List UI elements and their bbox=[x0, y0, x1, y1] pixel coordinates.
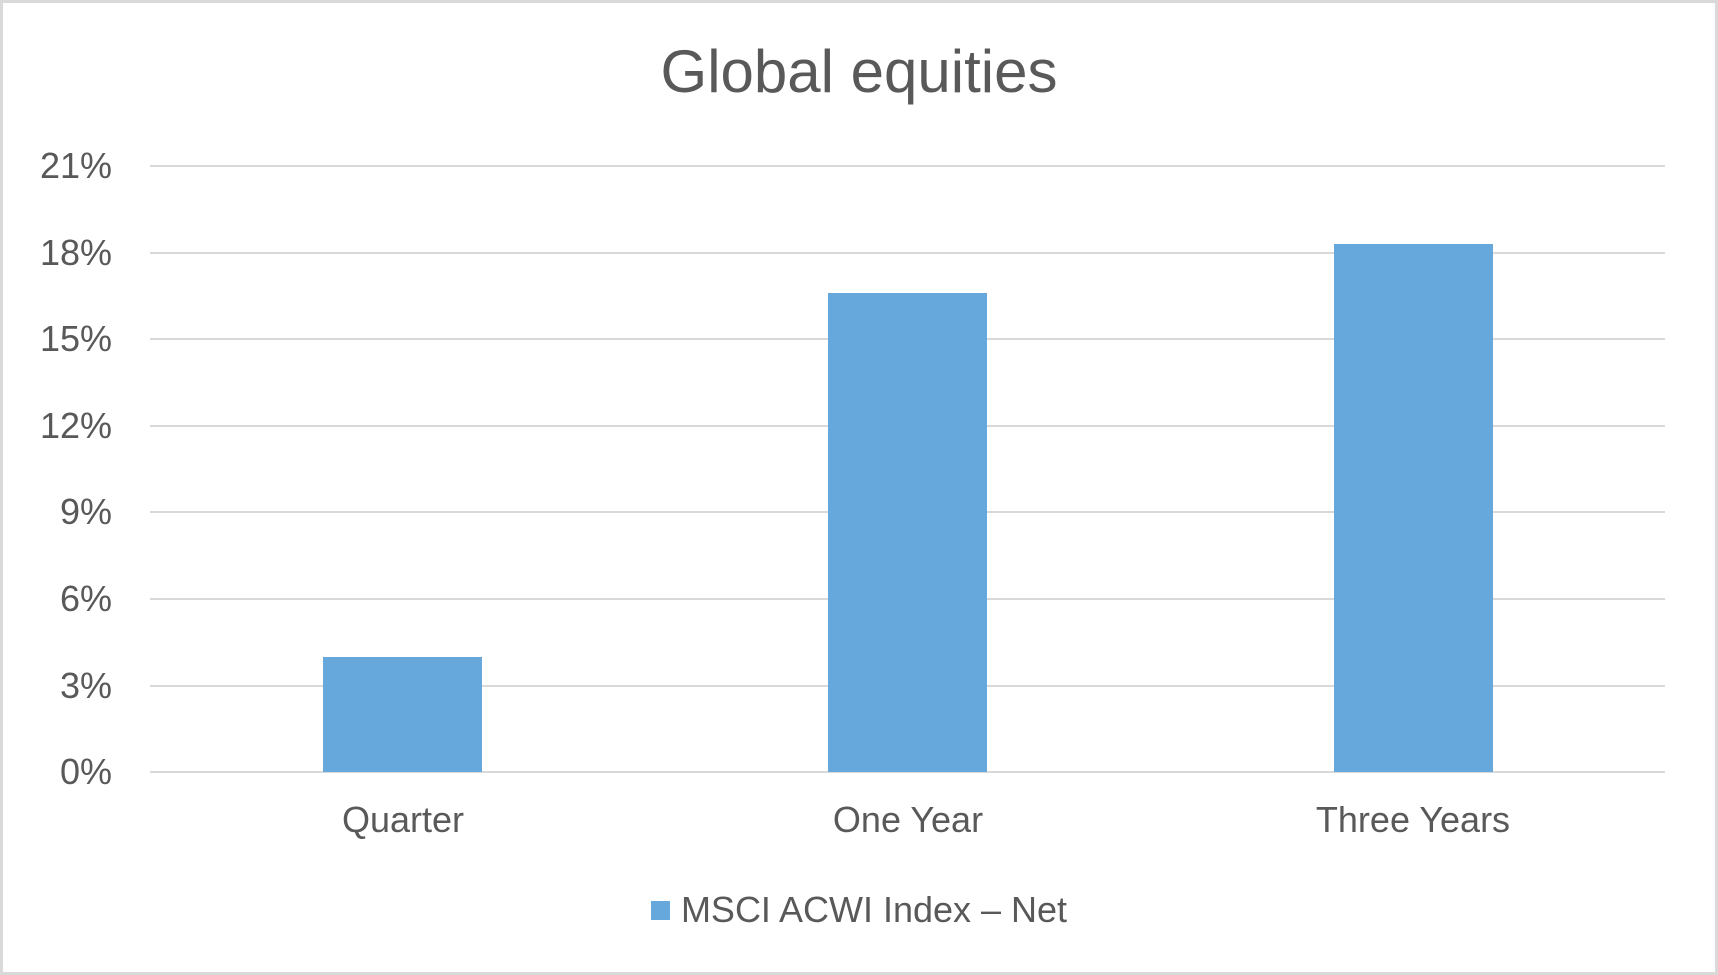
y-tick-label: 9% bbox=[59, 491, 112, 532]
x-tick-label: Three Years bbox=[1315, 799, 1511, 840]
y-tick-label: 21% bbox=[39, 145, 112, 186]
x-tick-label: Quarter bbox=[341, 799, 465, 840]
bar-quarter bbox=[323, 656, 482, 772]
legend: MSCI ACWI Index – Net bbox=[0, 888, 1718, 932]
bar-three-years bbox=[1334, 243, 1493, 772]
y-tick-label: 18% bbox=[39, 232, 112, 273]
y-tick-label: 3% bbox=[59, 665, 112, 706]
x-axis-line bbox=[150, 771, 1665, 773]
y-tick-label: 6% bbox=[59, 578, 112, 619]
bar-one-year bbox=[828, 292, 987, 772]
gridline bbox=[150, 165, 1665, 167]
legend-label: MSCI ACWI Index – Net bbox=[680, 889, 1068, 930]
y-tick-label: 12% bbox=[39, 405, 112, 446]
y-tick-label: 15% bbox=[39, 318, 112, 359]
plot-area bbox=[150, 165, 1665, 773]
y-tick-label: 0% bbox=[59, 751, 112, 792]
legend-swatch-icon bbox=[650, 900, 670, 920]
gridline bbox=[150, 252, 1665, 254]
chart-title: Global equities bbox=[660, 38, 1058, 105]
x-tick-label: One Year bbox=[832, 799, 984, 840]
